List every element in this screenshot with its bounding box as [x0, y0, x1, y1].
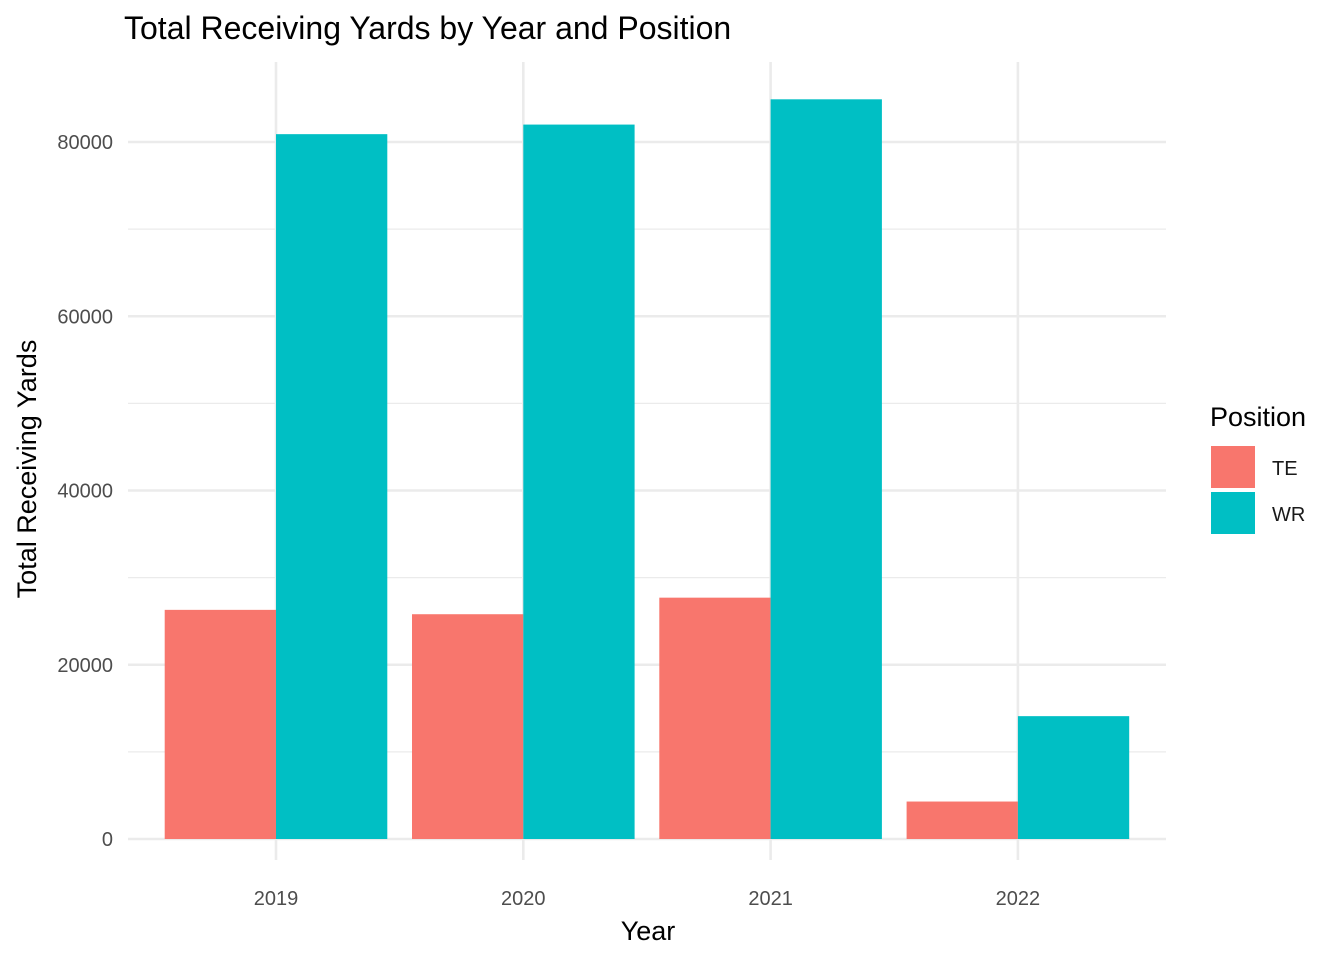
chart-title: Total Receiving Yards by Year and Positi…	[124, 10, 731, 46]
bar-wr-2022	[1017, 716, 1130, 839]
y-tick-label: 80000	[57, 132, 113, 154]
x-tick-label: 2022	[996, 888, 1041, 910]
bar-te-2020	[412, 614, 524, 839]
y-tick-label: 20000	[57, 655, 113, 677]
bar-wr-2020	[523, 124, 635, 839]
legend-label-te: TE	[1272, 458, 1298, 480]
bar-te-2019	[164, 609, 276, 839]
x-tick-label: 2020	[501, 888, 546, 910]
y-axis-title: Total Receiving Yards	[12, 340, 42, 599]
bar-wr-2021	[770, 99, 882, 840]
legend: Position TE WR	[1210, 402, 1306, 534]
x-tick-label: 2019	[254, 888, 299, 910]
legend-items: TE WR	[1211, 446, 1305, 534]
bar-te-2022	[906, 801, 1018, 839]
y-tick-label: 60000	[57, 306, 113, 328]
y-tick-label: 0	[102, 829, 113, 851]
y-tick-label: 40000	[57, 481, 113, 503]
y-axis-tick-labels: 0 20000 40000 60000 80000	[57, 132, 113, 851]
bars	[164, 99, 1130, 840]
bar-wr-2019	[276, 134, 388, 839]
legend-label-wr: WR	[1272, 504, 1305, 526]
bar-te-2021	[659, 597, 771, 839]
legend-title: Position	[1210, 402, 1306, 432]
legend-swatch-wr	[1211, 492, 1255, 534]
x-tick-label: 2021	[748, 888, 793, 910]
x-axis-tick-labels: 2019 2020 2021 2022	[254, 888, 1040, 910]
legend-swatch-te	[1211, 446, 1255, 488]
x-axis-title: Year	[621, 916, 676, 946]
